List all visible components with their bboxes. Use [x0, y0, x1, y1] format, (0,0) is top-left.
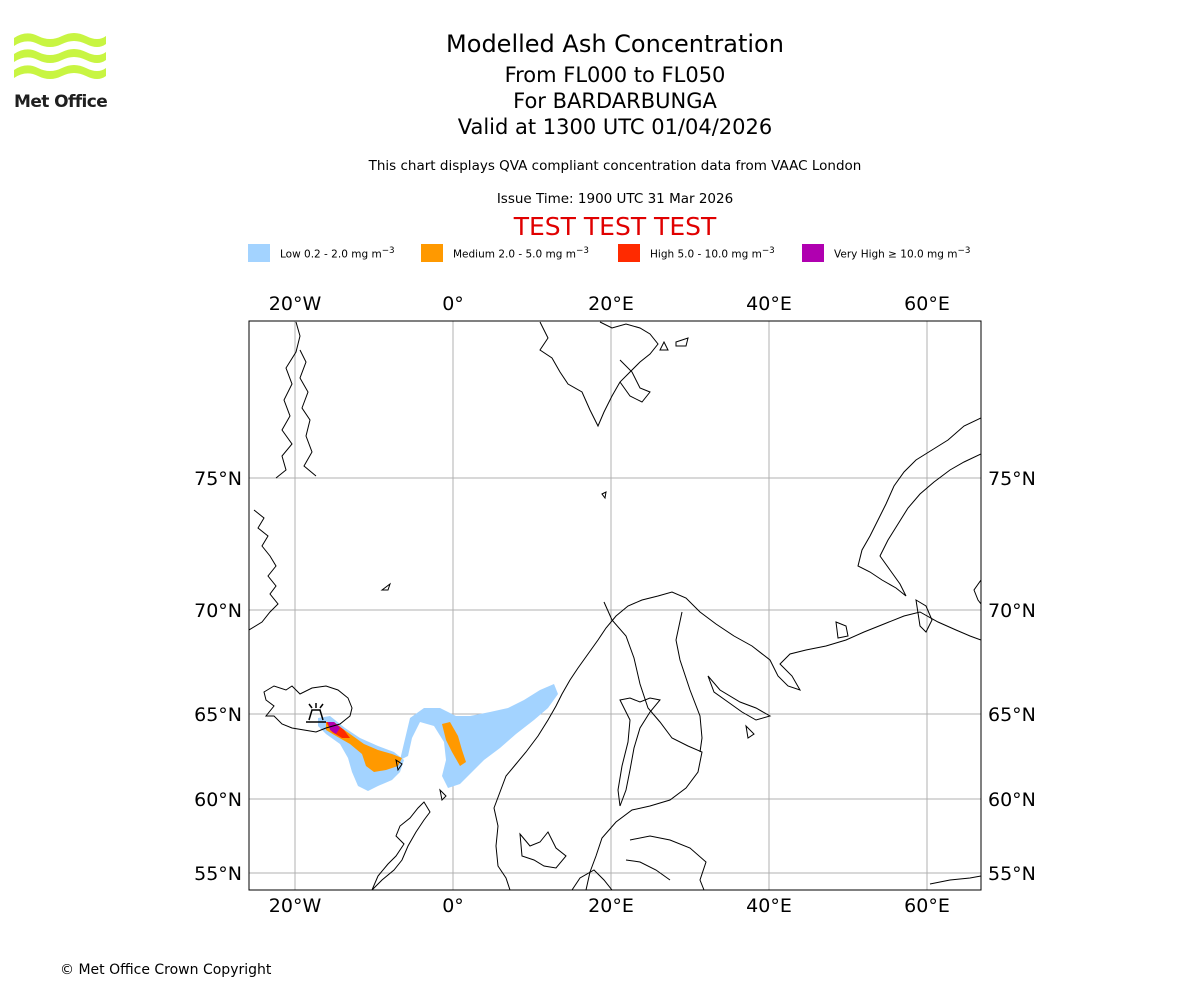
lon-tick: 40°E	[746, 895, 792, 917]
lon-tick: 20°E	[588, 895, 634, 917]
legend-label-medium: Medium 2.0 - 5.0 mg m	[453, 248, 576, 261]
iceland-coast	[263, 685, 353, 733]
lon-tick: 0°	[442, 293, 464, 315]
legend-item-medium: Medium 2.0 - 5.0 mg m−3	[421, 244, 589, 262]
lon-ticks-bottom: 20°W 0° 20°E 40°E 60°E	[269, 895, 950, 917]
lat-tick: 55°N	[988, 863, 1036, 885]
legend-item-low: Low 0.2 - 2.0 mg m−3	[248, 244, 395, 262]
issue-time: Issue Time: 1900 UTC 31 Mar 2026	[496, 191, 734, 207]
legend-item-very-high: Very High ≥ 10.0 mg m−3	[802, 244, 970, 262]
lon-tick: 40°E	[746, 293, 792, 315]
coastlines	[249, 321, 981, 890]
legend-swatch-high	[618, 244, 640, 262]
lon-tick: 60°E	[904, 293, 950, 315]
logo-text: Met Office	[14, 92, 108, 112]
scotland-coast	[371, 801, 431, 890]
legend-swatch-very-high	[802, 244, 824, 262]
lat-tick: 65°N	[194, 704, 242, 726]
legend-label-high: High 5.0 - 10.0 mg m	[650, 248, 762, 261]
svalbard-coast	[539, 321, 659, 428]
lon-tick: 20°W	[269, 895, 322, 917]
lat-tick: 75°N	[194, 468, 242, 490]
lat-tick: 70°N	[194, 600, 242, 622]
qva-note: This chart displays QVA compliant concen…	[368, 158, 862, 174]
chart-title: Modelled Ash Concentration	[446, 30, 784, 58]
legend-label-very-high: Very High ≥ 10.0 mg m	[834, 248, 958, 261]
flight-levels: From FL000 to FL050	[504, 63, 726, 87]
lat-tick: 55°N	[194, 863, 242, 885]
test-banner: TEST TEST TEST	[513, 212, 717, 241]
legend-item-high: High 5.0 - 10.0 mg m−3	[618, 244, 775, 262]
scandinavia-coast	[493, 591, 981, 890]
lon-tick: 60°E	[904, 895, 950, 917]
legend-swatch-low	[248, 244, 270, 262]
legend-swatch-medium	[421, 244, 443, 262]
lon-tick: 20°E	[588, 293, 634, 315]
map-frame	[248, 320, 982, 891]
copyright: © Met Office Crown Copyright	[60, 962, 272, 978]
lon-tick: 0°	[442, 895, 464, 917]
lon-ticks-top: 20°W 0° 20°E 40°E 60°E	[269, 293, 950, 315]
gridlines	[249, 321, 981, 890]
lat-tick: 60°N	[194, 789, 242, 811]
volcano-icon	[306, 703, 326, 723]
lat-tick: 65°N	[988, 704, 1036, 726]
met-office-logo-icon	[14, 33, 106, 79]
novaya-zemlya-coast	[857, 417, 981, 597]
legend-label-low: Low 0.2 - 2.0 mg m	[280, 248, 382, 261]
lat-tick: 70°N	[988, 600, 1036, 622]
lon-tick: 20°W	[269, 293, 322, 315]
lat-ticks-right: 75°N 70°N 65°N 60°N 55°N	[988, 468, 1036, 885]
volcano-name: For BARDARBUNGA	[513, 89, 717, 113]
lat-ticks-left: 75°N 70°N 65°N 60°N 55°N	[194, 468, 242, 885]
lat-tick: 75°N	[988, 468, 1036, 490]
greenland-coast	[249, 321, 301, 631]
valid-time: Valid at 1300 UTC 01/04/2026	[457, 115, 773, 139]
lat-tick: 60°N	[988, 789, 1036, 811]
